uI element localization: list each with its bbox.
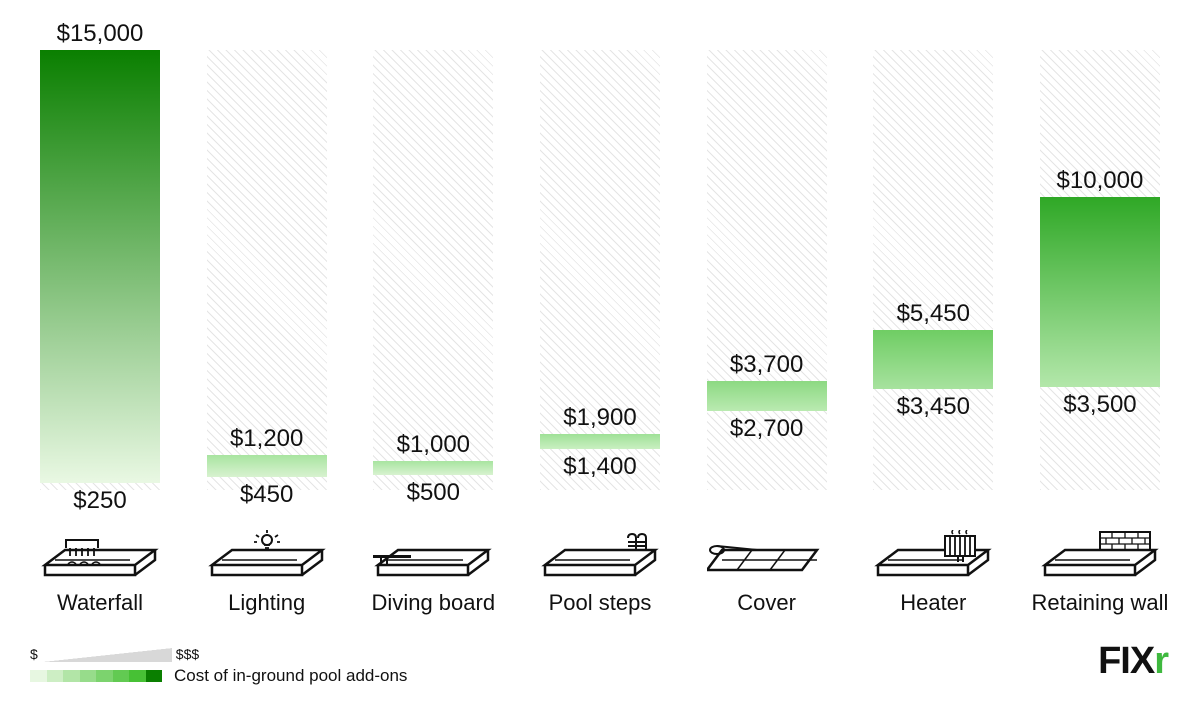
bar-fill <box>707 381 827 410</box>
legend-gradient-row: Cost of in-ground pool add-ons <box>30 666 407 686</box>
lighting-icon <box>197 530 337 585</box>
bar-wrap: $5,450 $3,450 <box>873 20 993 490</box>
bar-min-value: $450 <box>207 481 327 509</box>
bar-max-value: $1,200 <box>207 425 327 453</box>
range-bar-chart: $15,000$250$1,200$450$1,000$500$1,900$1,… <box>30 20 1170 520</box>
steps-icon <box>530 530 670 585</box>
bar-background <box>873 50 993 490</box>
bar-fill <box>40 50 160 483</box>
bar-max-value: $10,000 <box>1040 167 1160 195</box>
bar-background <box>373 50 493 490</box>
bar-max-value: $15,000 <box>40 20 160 48</box>
category-label: Heater <box>863 590 1003 616</box>
bar-max-value: $3,700 <box>707 351 827 379</box>
bar-column: $5,450 $3,450 <box>863 20 1003 520</box>
bar-fill <box>873 330 993 389</box>
legend-swatch <box>30 670 47 682</box>
bar-fill <box>207 455 327 477</box>
heater-icon <box>863 530 1003 585</box>
bar-min-value: $500 <box>373 479 493 507</box>
legend-swatch <box>47 670 64 682</box>
bar-min-value: $3,450 <box>873 393 993 421</box>
bar-min-value: $3,500 <box>1040 391 1160 419</box>
bar-column: $1,900 $1,400 <box>530 20 670 520</box>
waterfall-icon <box>30 530 170 585</box>
bar-wrap: $15,000$250 <box>40 20 160 490</box>
legend-swatch <box>129 670 146 682</box>
category-label-row: Waterfall Lighting Diving board Pool steps C… <box>30 590 1170 616</box>
bar-min-value: $1,400 <box>540 453 660 481</box>
legend-caption: Cost of in-ground pool add-ons <box>174 666 407 686</box>
legend-scale: $ $$$ <box>30 646 407 662</box>
icon-row <box>30 530 1170 585</box>
fixr-logo: FIXr <box>1098 640 1168 683</box>
bar-column: $3,700 $2,700 <box>697 20 837 520</box>
category-label: Pool steps <box>530 590 670 616</box>
logo-accent: r <box>1154 640 1168 682</box>
bar-column: $1,200 $450 <box>197 20 337 520</box>
bar-max-value: $5,450 <box>873 300 993 328</box>
bar-min-value: $2,700 <box>707 415 827 443</box>
legend-swatch <box>80 670 97 682</box>
legend-swatches <box>30 670 162 682</box>
bar-wrap: $1,900 $1,400 <box>540 20 660 490</box>
logo-text: FIX <box>1098 640 1154 682</box>
legend: $ $$$ Cost of in-ground pool add-ons <box>30 646 407 686</box>
bar-wrap: $10,000 $3,500 <box>1040 20 1160 490</box>
cover-icon <box>697 530 837 585</box>
legend-swatch <box>63 670 80 682</box>
legend-high-symbol: $$$ <box>176 646 199 662</box>
category-label: Waterfall <box>30 590 170 616</box>
bar-column: $15,000 $250 <box>30 20 170 520</box>
bar-fill <box>373 461 493 476</box>
bar-min-value: $250 <box>40 487 160 515</box>
legend-swatch <box>146 670 163 682</box>
legend-swatch <box>96 670 113 682</box>
bar-column: $10,000 $3,500 <box>1030 20 1170 520</box>
legend-swatch <box>113 670 130 682</box>
bar-wrap: $1,000$500 <box>373 20 493 490</box>
bar-max-value: $1,000 <box>373 431 493 459</box>
bar-fill <box>540 434 660 449</box>
bar-column: $1,000 $500 <box>363 20 503 520</box>
category-label: Cover <box>697 590 837 616</box>
legend-wedge-icon <box>42 648 172 662</box>
bar-wrap: $1,200$450 <box>207 20 327 490</box>
category-label: Lighting <box>197 590 337 616</box>
category-label: Diving board <box>363 590 503 616</box>
legend-low-symbol: $ <box>30 646 38 662</box>
bar-wrap: $3,700 $2,700 <box>707 20 827 490</box>
bar-fill <box>1040 197 1160 388</box>
wall-icon <box>1030 530 1170 585</box>
bar-max-value: $1,900 <box>540 404 660 432</box>
diving-board-icon <box>363 530 503 585</box>
category-label: Retaining wall <box>1030 590 1170 616</box>
